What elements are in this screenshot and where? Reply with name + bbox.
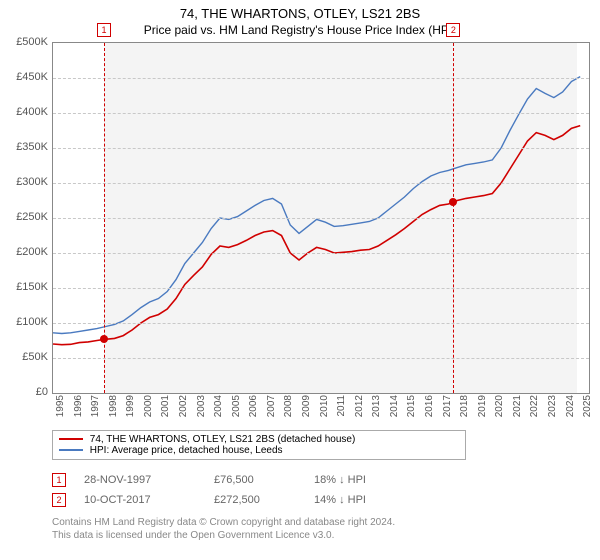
gridline bbox=[53, 78, 589, 79]
callout-box: 2 bbox=[446, 23, 460, 37]
chart-subtitle: Price paid vs. HM Land Registry's House … bbox=[0, 21, 600, 41]
x-tick-label: 2020 bbox=[494, 395, 505, 417]
footer: Contains HM Land Registry data © Crown c… bbox=[52, 516, 395, 542]
chart-title: 74, THE WHARTONS, OTLEY, LS21 2BS bbox=[0, 0, 600, 21]
x-tick-label: 2000 bbox=[143, 395, 154, 417]
y-tick-label: £150K bbox=[4, 281, 48, 293]
y-tick-label: £50K bbox=[4, 351, 48, 363]
y-tick-label: £500K bbox=[4, 36, 48, 48]
x-tick-label: 2024 bbox=[565, 395, 576, 417]
tx-date: 28-NOV-1997 bbox=[84, 474, 214, 486]
y-tick-label: £200K bbox=[4, 246, 48, 258]
x-tick-label: 2017 bbox=[442, 395, 453, 417]
x-tick-label: 2004 bbox=[213, 395, 224, 417]
x-tick-label: 2011 bbox=[336, 395, 347, 417]
x-tick-label: 2001 bbox=[160, 395, 171, 417]
tx-date: 10-OCT-2017 bbox=[84, 494, 214, 506]
x-tick-label: 2003 bbox=[196, 395, 207, 417]
tx-marker-icon: 1 bbox=[52, 473, 66, 487]
y-tick-label: £250K bbox=[4, 211, 48, 223]
x-tick-label: 2006 bbox=[248, 395, 259, 417]
x-tick-label: 2015 bbox=[406, 395, 417, 417]
footer-line: This data is licensed under the Open Gov… bbox=[52, 529, 395, 542]
x-tick-label: 1996 bbox=[73, 395, 84, 417]
chart-container: 74, THE WHARTONS, OTLEY, LS21 2BS Price … bbox=[0, 0, 600, 560]
x-tick-label: 2014 bbox=[389, 395, 400, 417]
series-line-hpi bbox=[53, 77, 580, 334]
tx-price: £76,500 bbox=[214, 474, 314, 486]
x-tick-label: 1998 bbox=[108, 395, 119, 417]
x-tick-label: 2019 bbox=[477, 395, 488, 417]
gridline bbox=[53, 113, 589, 114]
plot-area: 12 bbox=[52, 42, 590, 394]
legend-swatch-hpi bbox=[59, 449, 83, 451]
x-tick-label: 2008 bbox=[283, 395, 294, 417]
tx-marker-icon: 2 bbox=[52, 493, 66, 507]
x-tick-label: 2022 bbox=[529, 395, 540, 417]
x-tick-label: 2025 bbox=[582, 395, 593, 417]
gridline bbox=[53, 358, 589, 359]
transactions-table: 1 28-NOV-1997 £76,500 18% ↓ HPI 2 10-OCT… bbox=[52, 470, 588, 510]
legend-row: 74, THE WHARTONS, OTLEY, LS21 2BS (detac… bbox=[59, 434, 459, 445]
y-tick-label: £450K bbox=[4, 71, 48, 83]
legend-label: 74, THE WHARTONS, OTLEY, LS21 2BS (detac… bbox=[90, 434, 356, 445]
callout-box: 1 bbox=[97, 23, 111, 37]
y-tick-label: £100K bbox=[4, 316, 48, 328]
y-tick-label: £400K bbox=[4, 106, 48, 118]
legend: 74, THE WHARTONS, OTLEY, LS21 2BS (detac… bbox=[52, 430, 466, 460]
table-row: 2 10-OCT-2017 £272,500 14% ↓ HPI bbox=[52, 490, 588, 510]
sale-marker bbox=[100, 335, 108, 343]
x-tick-label: 1995 bbox=[55, 395, 66, 417]
y-tick-label: £300K bbox=[4, 176, 48, 188]
x-tick-label: 2002 bbox=[178, 395, 189, 417]
gridline bbox=[53, 323, 589, 324]
x-tick-label: 2023 bbox=[547, 395, 558, 417]
legend-swatch-property bbox=[59, 438, 83, 440]
gridline bbox=[53, 218, 589, 219]
y-tick-label: £350K bbox=[4, 141, 48, 153]
callout-line bbox=[453, 43, 454, 393]
gridline bbox=[53, 288, 589, 289]
gridline bbox=[53, 183, 589, 184]
gridline bbox=[53, 253, 589, 254]
series-line-property bbox=[53, 126, 580, 345]
x-tick-label: 2007 bbox=[266, 395, 277, 417]
x-tick-label: 2012 bbox=[354, 395, 365, 417]
x-tick-label: 2013 bbox=[371, 395, 382, 417]
gridline bbox=[53, 148, 589, 149]
tx-diff: 14% ↓ HPI bbox=[314, 494, 434, 506]
x-tick-label: 2010 bbox=[319, 395, 330, 417]
legend-label: HPI: Average price, detached house, Leed… bbox=[90, 445, 283, 456]
legend-row: HPI: Average price, detached house, Leed… bbox=[59, 445, 459, 456]
x-tick-label: 2016 bbox=[424, 395, 435, 417]
y-tick-label: £0 bbox=[4, 386, 48, 398]
x-tick-label: 1999 bbox=[125, 395, 136, 417]
x-tick-label: 2018 bbox=[459, 395, 470, 417]
table-row: 1 28-NOV-1997 £76,500 18% ↓ HPI bbox=[52, 470, 588, 490]
x-tick-label: 2009 bbox=[301, 395, 312, 417]
tx-price: £272,500 bbox=[214, 494, 314, 506]
sale-marker bbox=[449, 198, 457, 206]
x-tick-label: 2005 bbox=[231, 395, 242, 417]
x-tick-label: 2021 bbox=[512, 395, 523, 417]
x-tick-label: 1997 bbox=[90, 395, 101, 417]
footer-line: Contains HM Land Registry data © Crown c… bbox=[52, 516, 395, 529]
tx-diff: 18% ↓ HPI bbox=[314, 474, 434, 486]
